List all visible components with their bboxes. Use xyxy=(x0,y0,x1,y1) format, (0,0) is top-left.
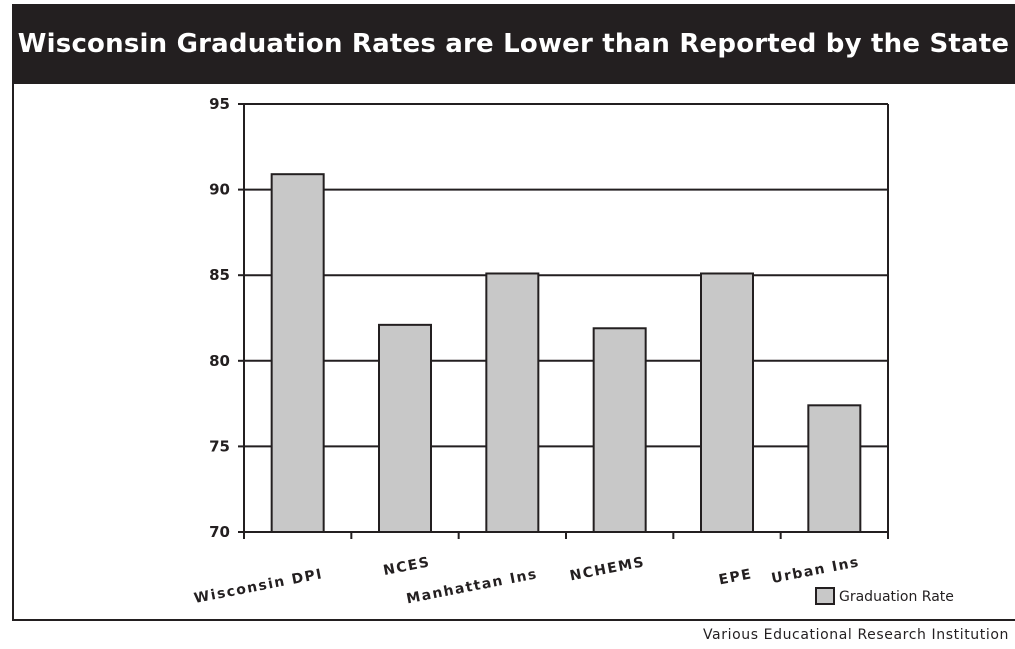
source-note: Various Educational Research Institution xyxy=(702,627,1009,643)
y-tick-label: 80 xyxy=(209,352,230,370)
x-category-label: Manhattan Ins xyxy=(405,566,539,607)
y-tick-label: 90 xyxy=(209,181,230,199)
x-category-label: EPE xyxy=(717,566,753,588)
x-category-label: NCHEMS xyxy=(568,554,646,584)
legend-swatch xyxy=(815,587,835,605)
bar xyxy=(270,173,325,534)
x-category-label: Wisconsin DPI xyxy=(193,566,325,607)
y-tick-label: 75 xyxy=(209,437,230,455)
y-tick-label: 70 xyxy=(209,523,230,541)
bar xyxy=(378,323,432,533)
x-category-label: NCES xyxy=(382,554,432,579)
chart-title: Wisconsin Graduation Rates are Lower tha… xyxy=(17,29,1010,59)
bar xyxy=(592,327,647,533)
bar xyxy=(485,272,540,533)
chart-frame xyxy=(12,84,1015,621)
legend-label: Graduation Rate xyxy=(839,589,954,605)
bar xyxy=(807,404,862,534)
y-tick-label: 95 xyxy=(209,95,230,113)
x-category-label: Urban Ins xyxy=(770,554,861,587)
title-bar: Wisconsin Graduation Rates are Lower tha… xyxy=(12,4,1015,84)
y-tick-label: 85 xyxy=(209,266,230,284)
bar xyxy=(700,272,754,533)
